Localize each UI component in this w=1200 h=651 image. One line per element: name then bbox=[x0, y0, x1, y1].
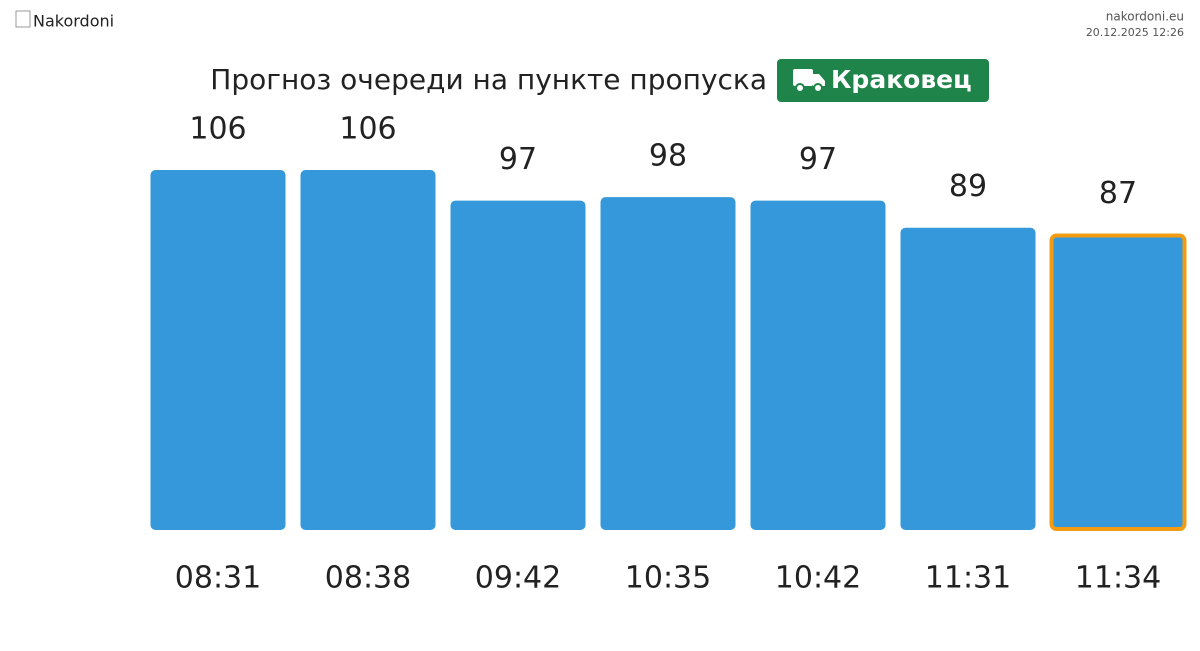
badge-label: Краковец bbox=[831, 65, 972, 94]
value-label: 98 bbox=[649, 139, 687, 174]
value-label: 89 bbox=[949, 169, 987, 204]
x-tick-label: 11:34 bbox=[1075, 561, 1161, 596]
logo: Nakordoni bbox=[15, 10, 114, 31]
broken-image-icon bbox=[15, 10, 31, 28]
bar bbox=[300, 170, 436, 530]
timestamp: 20.12.2025 12:26 bbox=[1086, 26, 1184, 39]
bar bbox=[450, 200, 586, 530]
bar bbox=[900, 227, 1036, 531]
value-label: 106 bbox=[189, 112, 246, 147]
site: nakordoni.eu bbox=[1106, 10, 1184, 24]
bar bbox=[750, 200, 886, 530]
x-tick-label: 09:42 bbox=[475, 561, 561, 596]
value-label: 106 bbox=[339, 112, 396, 147]
badge-bg bbox=[777, 59, 989, 102]
bar bbox=[1049, 233, 1187, 532]
value-label: 87 bbox=[1099, 176, 1137, 211]
bar bbox=[600, 197, 736, 531]
value-label: 97 bbox=[799, 142, 837, 177]
bar bbox=[150, 170, 286, 530]
x-tick-label: 10:42 bbox=[775, 561, 861, 596]
x-tick-label: 08:38 bbox=[325, 561, 411, 596]
truck-icon bbox=[793, 69, 825, 93]
value-label: 97 bbox=[499, 142, 537, 177]
x-tick-label: 10:35 bbox=[625, 561, 711, 596]
x-tick-label: 08:31 bbox=[175, 561, 261, 596]
x-tick-label: 11:31 bbox=[925, 561, 1011, 596]
logo-alt: Nakordoni bbox=[33, 12, 114, 31]
badge: Краковец bbox=[777, 59, 989, 102]
chart-title: Прогноз очереди на пункте пропуска bbox=[210, 63, 767, 96]
